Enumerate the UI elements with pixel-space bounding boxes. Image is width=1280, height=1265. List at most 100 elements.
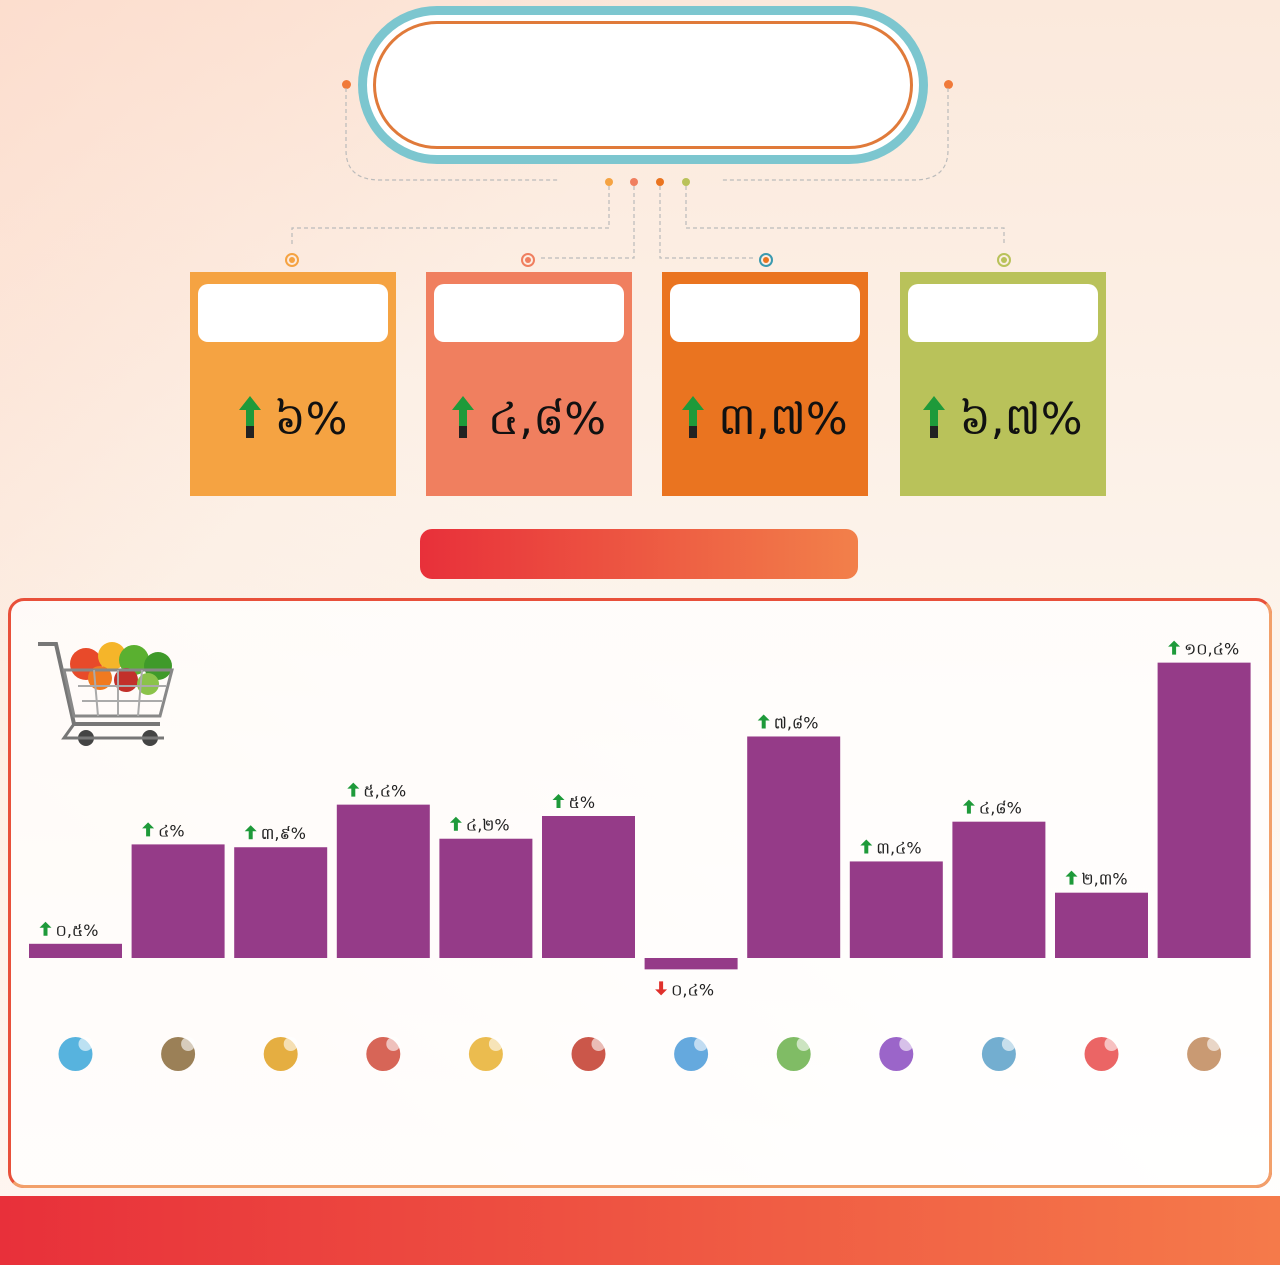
value-label-text: ២,៣% [1082,870,1128,889]
value-label-text: ៧,៨% [774,713,819,732]
value-label-text: ៥% [569,793,596,812]
bar-chart: ០,៥% ៤% ៣,៩% ៥,៤% ៤,២% ៥% ០,៤% ៧,៨% ៣,៤% ៤,៨% ២,៣%… [29,640,1251,1071]
value-label-text: ៥,៤% [363,782,406,801]
globe-network-icon [58,1037,93,1071]
up-arrow-icon [39,921,52,936]
bar [1157,662,1251,958]
bar [234,847,328,958]
decor-dot [342,80,351,89]
up-arrow-icon [451,395,474,449]
connector-line [345,88,560,181]
bar [131,844,225,958]
food-vegetables-icon [776,1037,811,1071]
up-arrow-icon [552,794,565,808]
restaurant-icon [571,1037,606,1071]
bar [29,943,122,958]
card-value: ៣,៧% [718,394,848,445]
household-tools-icon [879,1037,914,1071]
card-connector-marker [759,253,773,267]
card-label [198,284,388,342]
value-label-text: ៤% [158,821,185,840]
people-recreation-icon [366,1037,401,1071]
up-arrow-icon [682,395,705,449]
up-arrow-icon [962,799,975,814]
value-label-text: ១០,៤% [1184,640,1239,659]
card-food-inflation: ៣,៧% [662,272,868,496]
category-banner [420,529,858,579]
connector-line [659,186,756,259]
bottles-icon [161,1037,196,1071]
decor-dot [944,80,953,89]
up-arrow-icon [244,825,257,840]
house-solar-icon [263,1037,298,1071]
decor-dot [605,178,613,186]
card-value: ៦,៧% [959,394,1083,445]
up-arrow-icon [347,782,360,797]
value-label-text: ០,៤% [671,980,714,999]
card-label [908,284,1098,342]
title-banner-inner-border [373,21,913,149]
up-arrow-icon [449,816,462,831]
card-value: ៦% [274,394,348,445]
bar [439,838,533,958]
value-label: ៤,២% [449,816,510,835]
card-value-row: ៦% [190,392,396,456]
card-label [670,284,860,342]
bar [1055,892,1148,958]
title-banner [358,6,928,164]
value-label: ៥,៤% [347,782,406,801]
boxes-worker-icon [468,1037,503,1071]
value-label: ៤,៨% [962,799,1022,818]
up-arrow-icon [1065,870,1078,885]
value-label-text: ៣,៩% [261,824,306,843]
card-connector-marker [521,253,535,267]
connector-lines [285,88,1011,267]
card-headline-inflation: ៦% [190,272,396,496]
value-label-text: ០,៥% [56,921,99,940]
bar [952,821,1046,958]
bar [336,804,430,958]
card-value: ៤,៨% [487,394,607,445]
decor-dot [630,178,638,186]
connector-line [538,186,635,259]
down-arrow-icon [655,981,668,996]
value-label: ៣,៩% [244,824,306,843]
value-label: ៣,៤% [860,838,922,857]
up-arrow-icon [860,839,873,854]
value-label-text: ៤,៨% [979,799,1022,818]
bar [849,861,943,958]
connector-line [685,186,1005,246]
value-label: ០,៥% [39,921,99,940]
value-label: ៧,៨% [757,713,819,732]
decor-dot [656,178,664,186]
card-value-row: ៦,៧% [900,392,1106,456]
value-label-text: ៤,២% [466,816,510,835]
decor-dot [682,178,690,186]
up-arrow-icon [923,395,946,449]
card-core-inflation: ៤,៨% [426,272,632,496]
source-footer [0,1196,1280,1265]
transport-plane-icon [674,1037,709,1071]
value-label: ៤% [142,821,185,840]
bar [644,958,738,970]
education-books-icon [981,1037,1016,1071]
card-value-row: ៣,៧% [662,392,868,456]
clothing-icon [1187,1037,1222,1071]
card-connector-marker [997,253,1011,267]
up-arrow-icon [142,822,155,837]
up-arrow-icon [757,714,770,729]
up-arrow-icon [1168,640,1181,655]
value-label-text: ៣,៤% [876,838,921,857]
health-heart-icon [1084,1037,1119,1071]
bar [747,736,841,958]
card-connector-marker [285,253,299,267]
connector-line [720,88,949,181]
card-label [434,284,624,342]
card-non-energy-inflation: ៦,៧% [900,272,1106,496]
shopping-cart-icon [38,642,174,746]
value-label: ១០,៤% [1168,640,1239,659]
value-label: ៥% [552,793,596,812]
value-label: ០,៤% [655,980,714,999]
value-label: ២,៣% [1065,870,1128,889]
connector-line [291,186,610,246]
